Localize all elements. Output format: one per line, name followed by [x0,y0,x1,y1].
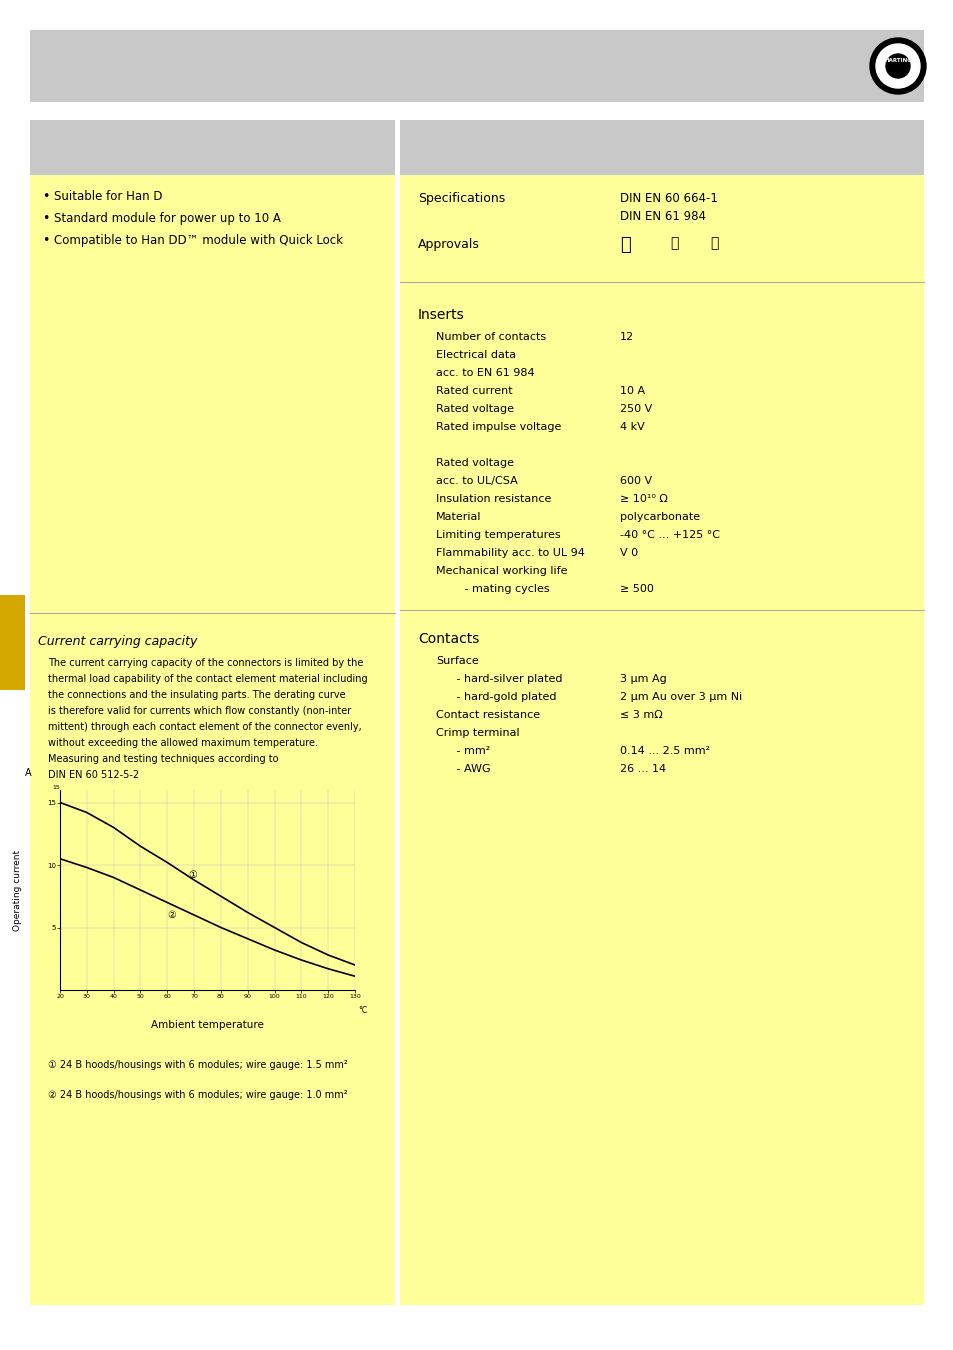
Text: DIN EN 61 984: DIN EN 61 984 [619,211,705,223]
Text: •: • [42,190,50,202]
Text: Specifications: Specifications [417,192,505,205]
Text: Suitable for Han D: Suitable for Han D [54,190,162,202]
Text: Flammability acc. to UL 94: Flammability acc. to UL 94 [436,548,584,558]
Text: °C: °C [357,1006,367,1015]
Text: 15: 15 [52,784,60,790]
Text: ② 24 B hoods/housings with 6 modules; wire gauge: 1.0 mm²: ② 24 B hoods/housings with 6 modules; wi… [48,1089,347,1100]
Text: ≥ 500: ≥ 500 [619,585,653,594]
Text: ≥ 10¹⁰ Ω: ≥ 10¹⁰ Ω [619,494,667,504]
Text: HARTING: HARTING [883,58,911,63]
Text: ②: ② [167,910,176,919]
Text: 12: 12 [619,332,634,342]
Bar [30,120,395,176]
Text: thermal load capability of the contact element material including: thermal load capability of the contact e… [48,674,367,684]
Text: - AWG: - AWG [446,764,490,774]
Text: A: A [25,768,31,778]
Text: V 0: V 0 [619,548,638,558]
Text: Contact resistance: Contact resistance [436,710,539,720]
Text: Rated current: Rated current [436,386,512,396]
Text: •: • [42,234,50,247]
Text: Crimp terminal: Crimp terminal [436,728,519,738]
Text: Ⓤ: Ⓤ [619,236,630,254]
Text: ① 24 B hoods/housings with 6 modules; wire gauge: 1.5 mm²: ① 24 B hoods/housings with 6 modules; wi… [48,1060,348,1071]
Text: Ⓖ: Ⓖ [709,236,718,250]
Text: Electrical data: Electrical data [436,350,516,360]
Text: The current carrying capacity of the connectors is limited by the: The current carrying capacity of the con… [48,657,363,668]
Text: Mechanical working life: Mechanical working life [436,566,567,576]
Text: Insulation resistance: Insulation resistance [436,494,551,504]
Text: ①: ① [189,869,197,879]
Text: Rated voltage: Rated voltage [436,458,514,468]
Text: 10 A: 10 A [619,386,644,396]
Text: Surface: Surface [436,656,478,666]
Bar [399,120,923,176]
Text: -40 °C ... +125 °C: -40 °C ... +125 °C [619,531,720,540]
Text: 4 kV: 4 kV [619,423,644,432]
Circle shape [885,54,909,78]
Text: 26 ... 14: 26 ... 14 [619,764,665,774]
Text: - hard-silver plated: - hard-silver plated [446,674,562,684]
Text: acc. to EN 61 984: acc. to EN 61 984 [436,369,534,378]
Text: acc. to UL/CSA: acc. to UL/CSA [436,477,517,486]
Circle shape [875,45,919,88]
Bar [30,30,923,103]
Text: Ⓢ: Ⓢ [669,236,678,250]
Text: mittent) through each contact element of the connector evenly,: mittent) through each contact element of… [48,722,361,732]
Bar [0,595,25,690]
Text: Standard module for power up to 10 A: Standard module for power up to 10 A [54,212,280,225]
Text: Material: Material [436,512,481,522]
Text: Inserts: Inserts [417,308,464,323]
Bar [399,176,923,1305]
Text: Rated voltage: Rated voltage [436,404,514,414]
Text: Compatible to Han DD™ module with Quick Lock: Compatible to Han DD™ module with Quick … [54,234,343,247]
Text: 0.14 ... 2.5 mm²: 0.14 ... 2.5 mm² [619,747,709,756]
Text: polycarbonate: polycarbonate [619,512,700,522]
Text: without exceeding the allowed maximum temperature.: without exceeding the allowed maximum te… [48,738,317,748]
Text: the connections and the insulating parts. The derating curve: the connections and the insulating parts… [48,690,345,701]
Text: Ambient temperature: Ambient temperature [151,1021,264,1030]
Text: Limiting temperatures: Limiting temperatures [436,531,560,540]
Circle shape [869,38,925,95]
Text: Approvals: Approvals [417,238,479,251]
Text: DIN EN 60 512-5-2: DIN EN 60 512-5-2 [48,769,139,780]
Text: Operating current: Operating current [12,849,22,930]
Text: 2 μm Au over 3 μm Ni: 2 μm Au over 3 μm Ni [619,693,741,702]
Text: Rated impulse voltage: Rated impulse voltage [436,423,560,432]
Text: •: • [42,212,50,225]
Bar [30,176,395,1305]
Text: is therefore valid for currents which flow constantly (non-inter: is therefore valid for currents which fl… [48,706,351,716]
Text: Current carrying capacity: Current carrying capacity [38,634,197,648]
Text: - hard-gold plated: - hard-gold plated [446,693,556,702]
Text: ≤ 3 mΩ: ≤ 3 mΩ [619,710,662,720]
Text: - mm²: - mm² [446,747,490,756]
Text: 3 μm Ag: 3 μm Ag [619,674,666,684]
Text: Measuring and testing techniques according to: Measuring and testing techniques accordi… [48,755,278,764]
Text: - mating cycles: - mating cycles [454,585,549,594]
Text: Contacts: Contacts [417,632,478,647]
Text: Number of contacts: Number of contacts [436,332,545,342]
Text: DIN EN 60 664-1: DIN EN 60 664-1 [619,192,717,205]
Text: 250 V: 250 V [619,404,652,414]
Text: 600 V: 600 V [619,477,652,486]
